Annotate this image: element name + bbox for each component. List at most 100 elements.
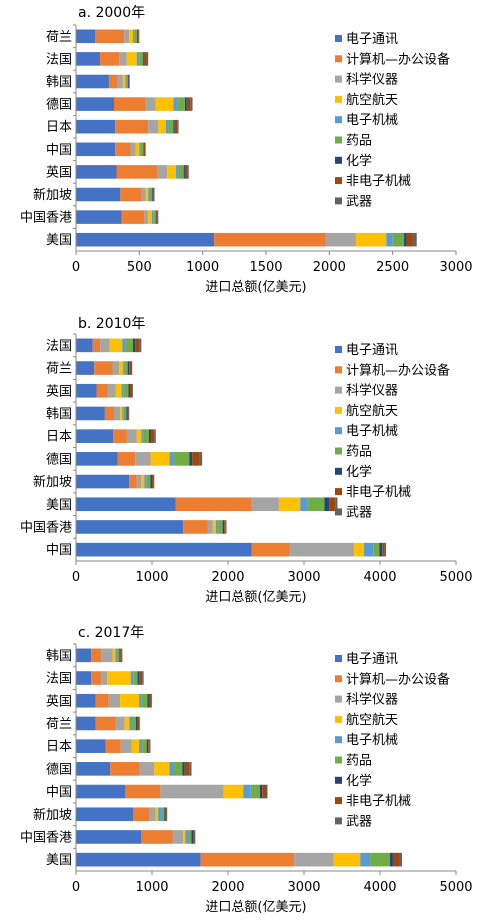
- chart-1-xtick-label-0: 0: [72, 570, 80, 585]
- chart-2-bar-9-6: [389, 852, 393, 867]
- chart-2-bar-7-4: [158, 807, 162, 822]
- chart-1-bar-1-8: [131, 361, 133, 375]
- chart-1-category-label-6: 新加坡: [33, 474, 72, 490]
- chart-0-bar-0-3: [129, 29, 133, 44]
- chart-0-bar-9-0: [76, 232, 215, 247]
- chart-2-bar-7-7: [164, 807, 167, 822]
- chart-2-legend-swatch-0: [335, 655, 342, 662]
- chart-2-title: c. 2017年: [78, 625, 144, 641]
- chart-2-bar-2-4: [139, 693, 142, 708]
- chart-0-bar-4-7: [174, 119, 178, 134]
- chart-0-bar-9-7: [406, 232, 413, 247]
- chart-2-xlabel: 进口总额(亿美元): [205, 900, 306, 915]
- chart-2-bar-9-5: [370, 852, 390, 867]
- chart-2-bar-5-6: [182, 762, 185, 776]
- chart-1-legend-label-4: 电子机械: [346, 424, 398, 439]
- chart-1-bar-7-8: [335, 497, 338, 512]
- chart-1-legend-label-2: 科学仪器: [346, 383, 398, 399]
- chart-0-xtick-label-2: 1000: [186, 260, 219, 275]
- chart-0-bar-1-8: [146, 52, 149, 66]
- chart-2-category-label-0: 韩国: [46, 649, 72, 664]
- chart-2-category-label-3: 荷兰: [46, 717, 72, 732]
- chart-2-bar-8-4: [185, 830, 189, 844]
- chart-0-xtick-label-4: 2000: [313, 260, 346, 275]
- chart-0-bar-7-0: [76, 187, 121, 202]
- chart-0-bar-6-7: [184, 165, 188, 179]
- chart-1-bar-0-6: [133, 338, 136, 353]
- chart-0-bar-0-1: [95, 29, 125, 44]
- chart-1-bar-3-3: [120, 406, 123, 421]
- chart-2-category-label-2: 英国: [46, 694, 72, 709]
- chart-0-category-label-8: 中国香港: [20, 211, 72, 226]
- chart-0-category-label-4: 日本: [46, 120, 72, 135]
- chart-0-bar-0-2: [124, 29, 130, 44]
- chart-0-bar-6-3: [167, 165, 177, 179]
- chart-0-bar-9-8: [412, 232, 417, 247]
- chart-1-bar-1-2: [112, 361, 120, 375]
- chart-0-bar-0-4: [133, 29, 135, 44]
- chart-2-category-label-6: 中国: [46, 785, 72, 800]
- chart-1-bar-8-8: [225, 520, 227, 534]
- chart-1-bar-0-2: [100, 338, 110, 353]
- chart-2-bar-1-1: [91, 671, 102, 685]
- chart-0-legend-swatch-4: [335, 116, 342, 124]
- chart-0-bar-2-8: [129, 74, 130, 89]
- chart-2-legend-swatch-7: [335, 797, 342, 805]
- chart-2-bar-4-3: [131, 739, 140, 753]
- chart-1-legend-swatch-8: [335, 508, 342, 516]
- chart-0-bar-7-7: [152, 187, 154, 202]
- chart-0-bar-3-5: [177, 97, 185, 111]
- chart-1-legend-swatch-1: [335, 366, 342, 374]
- chart-0-bar-4-6: [173, 119, 175, 134]
- chart-2-bar-0-2: [101, 648, 113, 663]
- chart-2-legend-label-2: 科学仪器: [346, 692, 398, 708]
- chart-0-bar-8-4: [152, 210, 154, 224]
- chart-2-bar-8-6: [191, 830, 194, 844]
- chart-0-bar-7-8: [153, 187, 155, 202]
- chart-0-bar-4-2: [148, 119, 159, 134]
- chart-0-bar-9-6: [404, 232, 407, 247]
- chart-2-bar-5-3: [154, 762, 170, 776]
- chart-1-bar-2-1: [96, 383, 108, 398]
- chart-0-bar-0-8: [138, 29, 140, 44]
- chart-2-category-label-9: 美国: [46, 853, 72, 868]
- chart-2-bar-0-6: [119, 648, 121, 663]
- chart-0-bar-6-0: [76, 165, 117, 179]
- chart-1-xtick-label-1: 1000: [135, 570, 168, 585]
- chart-1-xtick-label-2: 2000: [211, 570, 244, 585]
- chart-1-bar-5-1: [117, 452, 136, 466]
- chart-2-bar-9-3: [333, 852, 361, 867]
- chart-1-bar-6-0: [76, 474, 130, 489]
- chart-2-bar-6-7: [262, 784, 266, 799]
- chart-2-legend-label-1: 计算机—办公设备: [346, 671, 450, 687]
- chart-1-legend-label-1: 计算机—办公设备: [346, 362, 450, 378]
- chart-2-legend-swatch-2: [335, 695, 342, 703]
- chart-0-bar-8-0: [76, 210, 122, 224]
- chart-2-bar-3-5: [131, 716, 137, 731]
- chart-0-legend-label-8: 武器: [346, 194, 372, 209]
- chart-2-bar-4-7: [148, 739, 150, 753]
- chart-0-bar-7-2: [141, 187, 146, 202]
- chart-1-bar-6-6: [150, 474, 152, 489]
- chart-1-bar-4-7: [150, 429, 155, 443]
- chart-0-xtick-label-0: 0: [72, 260, 80, 275]
- chart-0-bar-3-0: [76, 97, 114, 111]
- chart-0-bar-6-4: [176, 165, 179, 179]
- chart-2-category-label-1: 法国: [46, 672, 72, 687]
- chart-1-bar-4-4: [141, 429, 144, 443]
- chart-2-bar-8-1: [141, 830, 173, 844]
- chart-0-bar-1-1: [100, 52, 120, 66]
- chart-0-bar-8-8: [157, 210, 159, 224]
- chart-1-bar-5-8: [199, 452, 203, 466]
- chart-2-bar-2-6: [147, 693, 149, 708]
- chart-1-bar-1-1: [94, 361, 113, 375]
- chart-2-bar-0-8: [121, 648, 123, 663]
- chart-2-bar-6-2: [160, 784, 224, 799]
- chart-1-bar-8-3: [212, 520, 216, 534]
- chart-2-legend-label-7: 非电子机械: [346, 794, 411, 809]
- chart-2-category-label-8: 中国香港: [20, 830, 72, 845]
- chart-0-bar-5-3: [135, 142, 140, 157]
- chart-1-category-label-3: 韩国: [46, 407, 72, 422]
- chart-2-legend-label-4: 电子机械: [346, 733, 398, 748]
- chart-0-bar-1-6: [143, 52, 145, 66]
